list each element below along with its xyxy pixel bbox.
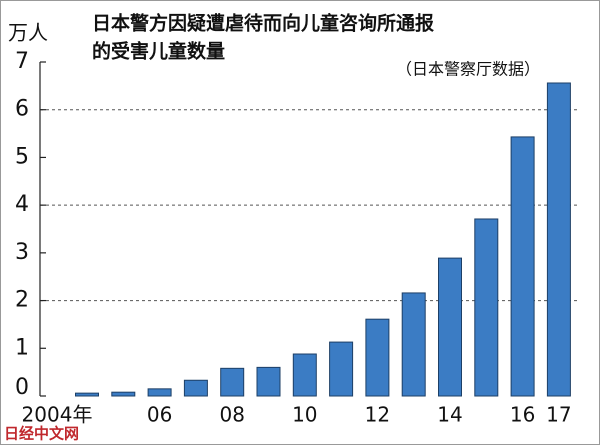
bar [292,353,317,397]
x-tick-label: 12 [365,403,390,427]
y-tick-label: 6 [15,97,29,122]
y-unit: 万人 [8,21,48,45]
bar [75,392,99,397]
x-tick-label: 06 [147,403,172,427]
bar [474,218,499,397]
y-tick-label: 3 [15,240,29,265]
bar [256,366,281,397]
x-tick-label: 16 [510,403,535,427]
bar [329,341,354,397]
y-tick-label: 0 [15,375,29,400]
bar [183,379,208,397]
chart-title: 日本警方因疑遭虐待而向儿童咨询所通报 [92,12,434,35]
x-tick-label: 10 [292,403,317,427]
x-tick-label: 14 [437,403,462,427]
bar [401,292,426,397]
chart-title: 的受害儿童数量 [92,40,225,63]
y-tick-label: 4 [15,192,29,217]
source-note: （日本警察厅数据） [396,60,540,79]
y-tick-label: 2 [15,288,29,313]
bar [147,388,172,397]
y-tick-label: 5 [15,144,29,169]
bar [438,257,462,397]
y-tick-label: 1 [15,335,29,360]
bar [510,136,535,397]
bar [546,82,571,397]
x-tick-label: 17 [546,403,571,427]
watermark: 日经中文网 [4,425,79,443]
x-tick-label: 2004年 [22,403,93,427]
x-tick-label: 08 [219,403,244,427]
bar [365,318,390,397]
y-tick-label: 7 [15,49,29,74]
bar [111,391,136,397]
bar [220,367,245,397]
